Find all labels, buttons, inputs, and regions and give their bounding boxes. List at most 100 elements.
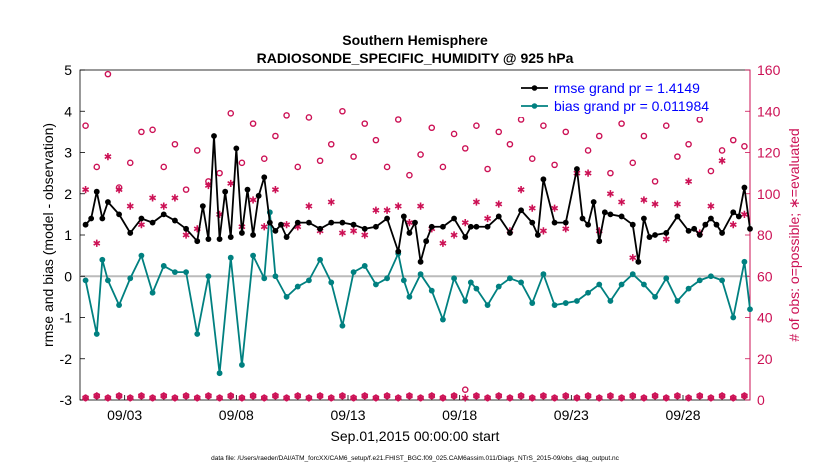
obs-evaluated-marker-low [394, 394, 402, 402]
obs-evaluated-marker [338, 229, 346, 237]
rmse-point [735, 213, 742, 220]
bias-point [574, 298, 580, 304]
obs-evaluated-marker [562, 225, 570, 233]
obs-evaluated-marker [673, 200, 681, 208]
obs-evaluated-marker-low [115, 392, 123, 400]
y-tick-label-left: -2 [60, 351, 73, 367]
rmse-point [306, 219, 312, 226]
obs-possible-marker [82, 122, 89, 129]
y-tick-label-right: 120 [757, 145, 781, 161]
obs-evaluated-marker-low [640, 394, 648, 402]
rmse-point [495, 213, 502, 220]
obs-evaluated-marker-low [126, 394, 134, 402]
obs-evaluated-marker-low [204, 392, 212, 400]
legend-bias-label: bias grand pr = 0.011984 [554, 98, 709, 114]
obs-evaluated-marker [350, 227, 358, 235]
y-tick-label-left: -3 [60, 392, 73, 408]
rmse-point [138, 215, 145, 222]
rmse-point [412, 219, 418, 226]
obs-evaluated-marker [327, 198, 335, 206]
obs-evaluated-marker [115, 186, 123, 194]
bias-point [741, 258, 748, 265]
obs-evaluated-marker [685, 177, 693, 185]
rmse-point [562, 219, 569, 226]
y-tick-label-left: 4 [64, 103, 72, 119]
bias-point [440, 316, 446, 323]
obs-evaluated-marker-low [137, 392, 145, 400]
rmse-point [741, 184, 748, 191]
obs-evaluated-marker [517, 186, 525, 194]
rmse-point [233, 145, 240, 152]
rmse-point [127, 230, 134, 236]
obs-evaluated-marker [740, 210, 748, 218]
x-tick-label: 09/03 [107, 407, 142, 423]
bias-point [663, 275, 670, 282]
bias-point [708, 273, 714, 280]
bias-point [451, 275, 457, 282]
rmse-point [507, 230, 513, 236]
obs-evaluated-marker [417, 202, 425, 210]
plot-area: -3 -2 -1 0 1 2 3 4 5 0 20 40 60 80 100 120 140 160 09/03 09… [60, 62, 781, 423]
bias-point [747, 306, 753, 313]
obs-evaluated-marker [405, 219, 413, 227]
obs-possible-marker [484, 165, 491, 173]
obs-evaluated-marker-low [528, 394, 536, 402]
rmse-point [384, 215, 390, 222]
rmse-point [116, 211, 122, 218]
rmse-point [646, 234, 653, 240]
obs-evaluated-marker [439, 239, 447, 247]
obs-possible-marker [584, 147, 592, 154]
obs-possible-marker [394, 116, 402, 123]
rmse-point [373, 223, 379, 230]
obs-evaluated-marker-low [495, 392, 503, 400]
bias-point [484, 302, 491, 309]
rmse-point [105, 199, 111, 205]
obs-possible-marker [506, 140, 514, 148]
rmse-point [708, 215, 714, 222]
rmse-point [278, 221, 284, 228]
rmse-point [339, 219, 346, 226]
bias-point [562, 300, 569, 306]
obs-possible-marker [171, 140, 179, 148]
rmse-point [160, 211, 167, 218]
obs-possible-marker [227, 110, 235, 117]
obs-evaluated-marker-low [450, 392, 458, 400]
bias-point [428, 287, 435, 294]
y-tick-label-right: 100 [757, 186, 781, 202]
obs-evaluated-marker [126, 202, 134, 210]
rmse-point [205, 236, 212, 243]
bias-point [473, 285, 480, 292]
y-tick-label-right: 60 [757, 268, 773, 284]
bias-point [629, 271, 636, 278]
rmse-point [272, 227, 279, 234]
obs-evaluated-marker-low [506, 394, 514, 402]
rmse-point [440, 223, 446, 230]
obs-evaluated-marker [528, 204, 536, 212]
obs-evaluated-marker [82, 186, 90, 194]
bias-point [306, 277, 312, 284]
obs-evaluated-marker-low [696, 392, 704, 400]
obs-evaluated-marker [182, 231, 190, 239]
bias-point [99, 256, 106, 263]
obs-evaluated-marker [662, 235, 670, 243]
obs-evaluated-marker-low [539, 392, 547, 400]
obs-possible-marker [729, 136, 737, 144]
legend-rmse-marker [531, 85, 538, 91]
obs-possible-marker [662, 122, 670, 129]
rmse-point [585, 221, 591, 228]
obs-evaluated-marker [383, 206, 391, 214]
obs-evaluated-marker-low [618, 394, 626, 402]
obs-possible-marker [428, 124, 436, 132]
obs-possible-marker [93, 163, 101, 171]
obs-evaluated-marker-low [551, 394, 559, 402]
rmse-point [255, 192, 262, 199]
rmse-point [149, 219, 156, 226]
rmse-point [250, 232, 256, 238]
obs-possible-marker [238, 159, 246, 167]
obs-possible-marker [707, 167, 715, 175]
x-tick-label: 09/13 [330, 407, 365, 423]
bias-point [467, 279, 474, 286]
rmse-point [484, 223, 491, 230]
rmse-point [328, 219, 335, 226]
